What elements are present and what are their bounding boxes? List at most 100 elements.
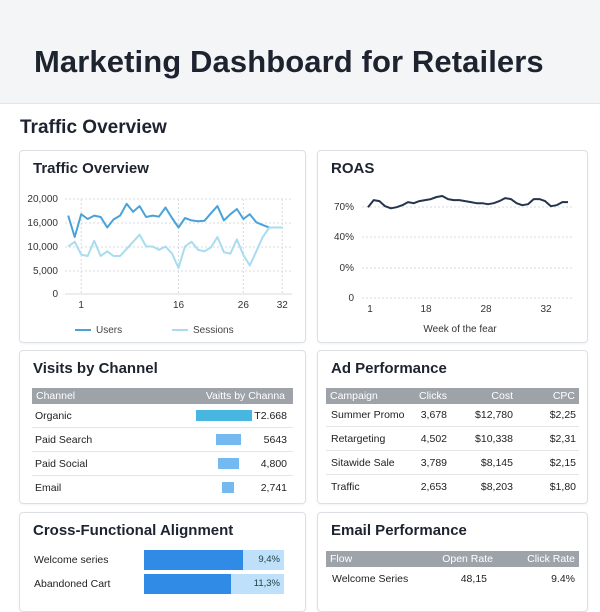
roas-card-title: ROAS (331, 160, 375, 177)
alignment-card: Cross-Functional Alignment Welcome serie… (19, 512, 306, 612)
visits-bar (217, 458, 239, 469)
col-header-cpc: CPC (552, 390, 575, 402)
ads-campaign: Retargeting (331, 433, 386, 445)
alignment-bar-fill (144, 550, 243, 570)
traffic-y-tick: 0 (52, 289, 58, 300)
col-header-channel: Channel (36, 390, 76, 402)
email-card-title: Email Performance (331, 522, 467, 539)
visits-value: 4,800 (260, 458, 287, 470)
visits-bar (215, 434, 241, 445)
dashboard-header: Marketing Dashboard for Retailers (0, 0, 600, 104)
traffic-y-tick: 10,000 (27, 242, 58, 253)
ads-table-header: Campaign Clicks Cost CPC (326, 388, 579, 404)
section-title: Traffic Overview (20, 117, 167, 138)
legend-label-users: Users (96, 325, 122, 336)
ads-campaign: Traffic (331, 481, 360, 493)
roas-x-axis-label: Week of the fear (423, 324, 497, 335)
ads-row: Traffic 2,653 $8,203 $1,80 (326, 475, 579, 499)
alignment-bar-track: 9,4% (144, 550, 284, 570)
traffic-overview-card: Traffic Overview 20,000 16,000 10,000 5,000… (19, 150, 306, 343)
traffic-x-tick: 16 (173, 300, 185, 311)
col-header-cost: Cost (491, 390, 513, 402)
visits-row: Email 2,741 (32, 476, 293, 500)
email-click: 9.4% (551, 573, 575, 585)
traffic-x-tick: 26 (238, 300, 250, 311)
ads-cost: $12,780 (475, 409, 513, 421)
visits-channel: Email (35, 482, 62, 494)
col-header-click-rate: Click Rate (527, 553, 575, 565)
col-header-visits: Vaitts by Channa (205, 390, 285, 402)
traffic-y-tick: 20,000 (27, 194, 58, 205)
ads-row: Sitawide Sale 3,789 $8,145 $2,15 (326, 451, 579, 475)
roas-x-tick: 28 (480, 304, 492, 315)
roas-line-chart: 70% 40% 0% 0 1 18 28 32 Week of the fear (334, 195, 574, 335)
col-header-open-rate: Open Rate (442, 553, 493, 565)
traffic-series-users (67, 202, 283, 238)
ads-cost: $8,203 (480, 481, 513, 493)
visits-by-channel-card: Visits by Channel Channel Vaitts by Chan… (19, 350, 306, 504)
alignment-bar-track: 11,3% (144, 574, 284, 594)
ads-row: Summer Promo 3,678 $12,780 $2,25 (326, 403, 579, 427)
visits-channel: Organic (35, 410, 72, 422)
traffic-x-tick: 32 (277, 300, 289, 311)
roas-x-tick: 32 (540, 304, 552, 315)
visits-value: 5643 (263, 434, 287, 446)
visits-row: Organic T2.668 (32, 404, 293, 428)
roas-card: ROAS 70% 40% 0% 0 1 18 28 32 Week of the fear (317, 150, 588, 343)
visits-value: 2,741 (260, 482, 287, 494)
visits-bar (196, 410, 252, 421)
visits-channel: Paid Search (35, 434, 93, 446)
alignment-label: Welcome series (34, 554, 109, 566)
alignment-card-title: Cross-Functional Alignment (33, 522, 234, 539)
ads-card-title: Ad Performance (331, 360, 447, 377)
visits-value: T2.668 (254, 410, 287, 422)
ad-performance-card: Ad Performance Campaign Clicks Cost CPC … (317, 350, 588, 504)
email-flow: Welcome Series (332, 573, 409, 585)
page-title: Marketing Dashboard for Retailers (34, 44, 544, 79)
col-header-clicks: Clicks (419, 390, 447, 402)
visits-row: Paid Search 5643 (32, 428, 293, 452)
visits-row: Paid Social 4,800 (32, 452, 293, 476)
roas-y-tick: 0% (340, 263, 355, 274)
alignment-bar-fill (144, 574, 231, 594)
roas-y-tick: 0 (348, 293, 354, 304)
traffic-line-chart: 20,000 16,000 10,000 5,000 0 1 16 26 32 Users Sess… (27, 194, 292, 336)
ads-campaign: Sitawide Sale (331, 457, 395, 469)
email-open: 48,15 (460, 573, 487, 585)
alignment-label: Abandoned Cart (34, 578, 111, 590)
email-table-header: Flow Open Rate Click Rate (326, 551, 579, 567)
ads-cost: $10,338 (475, 433, 513, 445)
traffic-x-tick: 1 (78, 300, 84, 311)
traffic-y-tick: 16,000 (27, 218, 58, 229)
visits-bar (222, 482, 234, 493)
col-header-campaign: Campaign (330, 390, 378, 402)
ads-cpc: $2,25 (549, 409, 576, 421)
ads-cpc: $2,31 (549, 433, 576, 445)
traffic-series-sessions (67, 226, 283, 269)
email-row: Welcome Series 48,15 9.4% (326, 567, 579, 591)
ads-clicks: 4,502 (420, 433, 447, 445)
alignment-value: 9,4% (258, 554, 280, 565)
roas-x-tick: 1 (367, 304, 373, 315)
traffic-card-title: Traffic Overview (33, 160, 149, 177)
roas-y-tick: 40% (334, 232, 354, 243)
ads-clicks: 2,653 (420, 481, 447, 493)
ads-cpc: $1,80 (549, 481, 576, 493)
ads-clicks: 3,678 (420, 409, 447, 421)
ads-clicks: 3,789 (420, 457, 447, 469)
ads-row: Retargeting 4,502 $10,338 $2,31 (326, 427, 579, 451)
roas-series-line (367, 195, 568, 210)
visits-card-title: Visits by Channel (33, 360, 158, 377)
col-header-flow: Flow (330, 553, 353, 565)
email-performance-card: Email Performance Flow Open Rate Click R… (317, 512, 588, 612)
ads-cpc: $2,15 (549, 457, 576, 469)
roas-x-tick: 18 (420, 304, 432, 315)
roas-y-tick: 70% (334, 202, 354, 213)
ads-cost: $8,145 (480, 457, 513, 469)
alignment-value: 11,3% (253, 578, 280, 589)
ads-campaign: Summer Promo (331, 409, 405, 421)
visits-channel: Paid Social (35, 458, 88, 470)
traffic-y-tick: 5,000 (33, 266, 58, 277)
visits-table-header: Channel Vaitts by Channa (32, 388, 293, 404)
legend-label-sessions: Sessions (193, 325, 234, 336)
